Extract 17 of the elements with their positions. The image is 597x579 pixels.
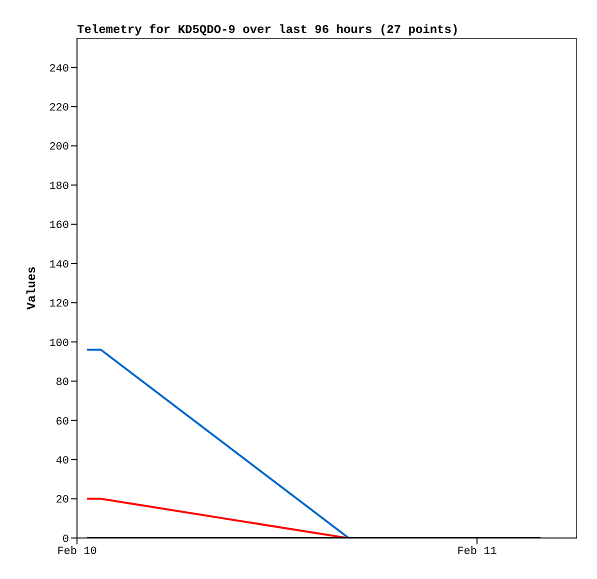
y-tick-label: 0 [62,534,69,546]
y-tick-label: 200 [49,142,69,154]
y-tick-label: 20 [56,494,69,507]
y-tick-label: 180 [49,180,69,193]
y-tick-label: 240 [49,63,69,76]
y-tick-label: 120 [49,298,69,311]
chart-title: Telemetry for KD5QDO-9 over last 96 hours (27 points) [77,23,459,37]
x-tick-label: Feb 10 [57,546,97,558]
y-tick-label: 80 [56,377,69,390]
y-tick-label: 60 [56,416,69,428]
y-tick-label: 40 [56,455,69,468]
y-tick-label: 160 [49,220,69,232]
y-tick-label: 220 [49,102,69,115]
y-tick-label: 140 [49,259,69,272]
x-tick-label: Feb 11 [457,546,498,558]
y-axis-title: Values [25,266,39,310]
y-tick-label: 100 [49,338,69,350]
